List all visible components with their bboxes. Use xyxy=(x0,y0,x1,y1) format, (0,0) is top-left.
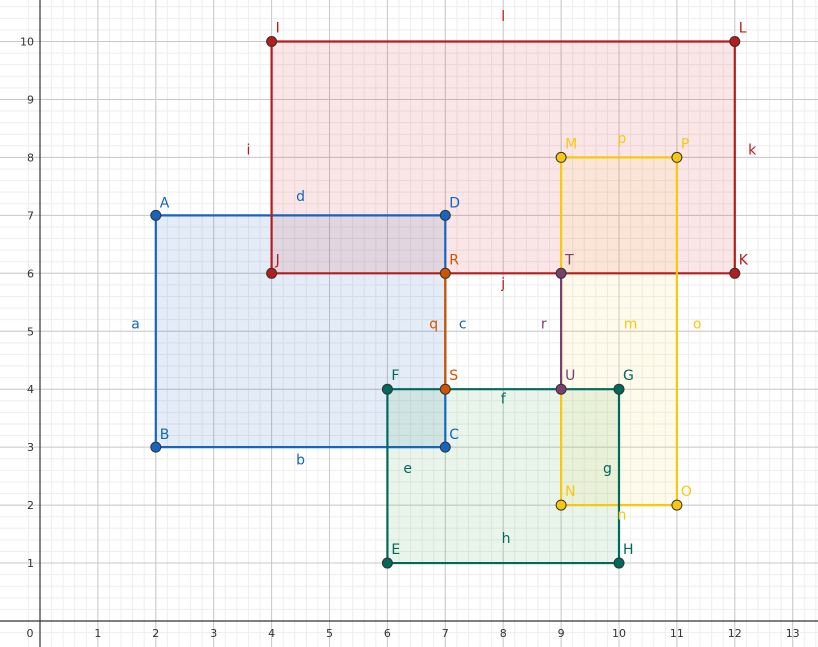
segment-label-d: d xyxy=(296,189,305,205)
point-label-N: N xyxy=(565,484,575,500)
point-label-R: R xyxy=(449,252,459,268)
point-P xyxy=(671,151,683,163)
point-label-S: S xyxy=(449,368,458,384)
segment-label-p: p xyxy=(617,131,626,147)
segment-label-h: h xyxy=(502,531,511,547)
point-label-U: U xyxy=(565,368,575,384)
point-M xyxy=(555,151,567,163)
x-tick-label: 3 xyxy=(210,627,217,640)
y-tick-label: 5 xyxy=(27,325,34,338)
x-tick-label: 2 xyxy=(152,627,159,640)
point-labels: A B C D I J K L M N O P E F G H R S T U xyxy=(160,21,749,559)
point-label-T: T xyxy=(564,252,574,268)
y-tick-label: 9 xyxy=(27,93,34,106)
segment-label-j: j xyxy=(500,276,505,292)
point-label-F: F xyxy=(391,368,399,384)
point-T xyxy=(555,267,567,279)
segment-label-k: k xyxy=(748,143,757,159)
point-O xyxy=(671,499,683,511)
x-tick-label: 11 xyxy=(670,627,684,640)
y-tick-label: 10 xyxy=(20,36,34,49)
segment-label-o: o xyxy=(693,316,702,332)
x-tick-label: 0 xyxy=(27,627,34,640)
y-tick-label: 7 xyxy=(27,209,34,222)
x-tick-label: 12 xyxy=(728,627,742,640)
x-tick-label: 9 xyxy=(558,627,565,640)
x-tick-label: 5 xyxy=(326,627,333,640)
point-label-G: G xyxy=(623,368,634,384)
y-tick-label: 1 xyxy=(27,557,34,570)
y-tick-label: 6 xyxy=(27,267,34,280)
point-G xyxy=(613,383,625,395)
x-tick-label: 10 xyxy=(612,627,626,640)
point-label-H: H xyxy=(623,542,634,558)
point-label-J: J xyxy=(275,252,280,268)
point-J xyxy=(266,267,278,279)
point-R xyxy=(439,267,451,279)
point-L xyxy=(729,36,741,47)
point-A xyxy=(150,209,162,221)
point-label-C: C xyxy=(449,427,459,443)
x-tick-label: 1 xyxy=(94,627,101,640)
point-label-D: D xyxy=(449,195,460,211)
point-label-B: B xyxy=(160,427,170,443)
point-I xyxy=(266,36,278,47)
x-tick-label: 6 xyxy=(384,627,391,640)
point-label-O: O xyxy=(681,484,692,500)
point-F xyxy=(381,383,393,395)
rectangle-yellow-fill xyxy=(561,157,677,506)
point-N xyxy=(555,499,567,511)
x-tick-label: 4 xyxy=(268,627,275,640)
y-tick-label: 2 xyxy=(27,499,34,512)
point-E xyxy=(381,557,393,569)
segment-label-g: g xyxy=(603,461,612,477)
point-C xyxy=(439,441,451,453)
segment-label-a: a xyxy=(131,316,140,332)
points xyxy=(150,36,741,569)
x-tick-label: 8 xyxy=(500,627,507,640)
segment-label-i: i xyxy=(246,143,250,159)
y-tick-label: 4 xyxy=(27,383,34,396)
point-label-L: L xyxy=(739,21,747,37)
point-H xyxy=(613,557,625,569)
point-B xyxy=(150,441,162,453)
segment-label-m: m xyxy=(624,316,638,332)
point-K xyxy=(729,267,741,279)
x-tick-label: 13 xyxy=(786,627,800,640)
segment-label-q: q xyxy=(429,316,438,332)
point-label-M: M xyxy=(565,136,577,152)
segment-label-b: b xyxy=(296,453,305,469)
point-label-P: P xyxy=(681,136,689,152)
segment-label-l: l xyxy=(501,9,505,25)
y-tick-label: 8 xyxy=(27,151,34,164)
segment-label-n: n xyxy=(617,508,626,524)
segment-label-e: e xyxy=(403,461,412,477)
segment-label-c: c xyxy=(459,316,467,332)
point-label-I: I xyxy=(276,21,280,37)
segment-label-r: r xyxy=(541,316,547,332)
segment-labels: a b c d i j k l m n o p e f g h q r xyxy=(131,9,757,547)
point-D xyxy=(439,209,451,221)
point-label-A: A xyxy=(160,195,170,211)
x-tick-label: 7 xyxy=(442,627,449,640)
segment-label-f: f xyxy=(501,392,507,408)
y-tick-label: 3 xyxy=(27,441,34,454)
segments xyxy=(154,40,736,565)
point-label-E: E xyxy=(391,542,400,558)
point-label-K: K xyxy=(739,252,749,268)
point-U xyxy=(555,383,567,395)
point-S xyxy=(439,383,451,395)
